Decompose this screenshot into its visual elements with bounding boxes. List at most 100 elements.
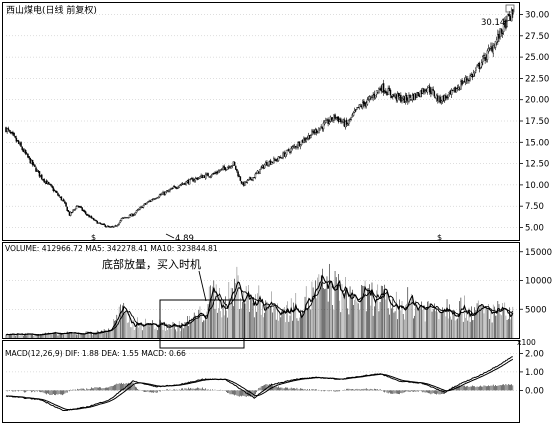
candle-body	[72, 209, 74, 212]
window-control-icon[interactable]	[505, 4, 515, 13]
candle-body	[173, 186, 176, 188]
candle-body	[467, 79, 469, 81]
candle-body	[398, 95, 401, 98]
candle-body	[57, 193, 59, 196]
candle-body	[81, 207, 83, 211]
candle-body	[138, 208, 140, 211]
candle-body	[308, 135, 311, 139]
candle-body	[119, 220, 122, 223]
candle-body	[455, 88, 458, 93]
macd-tick-label: 1.00	[525, 368, 544, 378]
candle-body	[223, 166, 225, 169]
candle-body	[494, 41, 497, 48]
candle-body	[489, 48, 491, 50]
candle-body	[262, 165, 265, 169]
candle-body	[363, 100, 365, 105]
candle-body	[321, 126, 324, 130]
candle-body	[401, 99, 403, 102]
candle-body	[297, 142, 299, 148]
candle-body	[172, 186, 175, 189]
candle-body	[381, 84, 384, 92]
candle-body	[68, 211, 71, 216]
candle-body	[168, 189, 170, 192]
candle-body	[239, 176, 242, 181]
candle-body	[230, 166, 232, 169]
price-tick-label: 22.50	[525, 74, 549, 84]
candle-body	[424, 90, 426, 93]
candle-body	[166, 190, 169, 192]
candle-body	[13, 133, 15, 136]
candle-body	[180, 184, 183, 186]
macd-tick-label: 0.00	[525, 386, 544, 396]
candle-body	[12, 132, 14, 135]
volume-ma10-line	[5, 280, 514, 336]
candle-body	[46, 181, 49, 184]
candle-body	[193, 180, 195, 182]
candle-body	[111, 226, 113, 228]
candle-body	[201, 175, 204, 179]
candle-body	[135, 210, 138, 213]
candle-body	[120, 218, 123, 221]
price-tick-label: 17.50	[525, 117, 549, 127]
candle-body	[185, 181, 187, 186]
candle-body	[437, 96, 439, 101]
candle-body	[274, 159, 276, 161]
macd-dea-line	[5, 358, 514, 411]
candle-body	[417, 92, 419, 96]
candle-body	[335, 117, 337, 120]
candle-body	[303, 138, 305, 144]
candle-body	[171, 188, 174, 190]
candle-body	[241, 182, 244, 185]
candle-body	[441, 95, 444, 102]
candle-body	[208, 176, 210, 178]
candle-body	[101, 223, 103, 225]
candle-body	[106, 225, 109, 228]
candle-body	[149, 200, 152, 202]
candle-body	[404, 95, 407, 102]
candle-body	[499, 28, 501, 37]
candle-body	[84, 211, 87, 214]
candle-body	[266, 161, 268, 166]
candle-body	[318, 128, 320, 134]
candle-body	[432, 89, 434, 91]
candle-body	[507, 13, 509, 16]
candle-body	[67, 210, 70, 213]
candle-body	[452, 89, 454, 91]
candle-body	[510, 9, 513, 22]
volume-bars	[5, 263, 514, 338]
candle-body	[461, 80, 463, 85]
candle-body	[327, 119, 329, 124]
candle-body	[263, 164, 266, 169]
candle-body	[59, 196, 62, 198]
candle-body	[113, 225, 116, 228]
candle-body	[357, 106, 359, 109]
macd-tick-label: 2.00	[525, 349, 544, 359]
candle-body	[198, 177, 200, 179]
candle-body	[471, 74, 474, 78]
candle-body	[275, 159, 277, 162]
candle-body	[450, 90, 453, 95]
candle-body	[139, 207, 141, 210]
candle-body	[480, 62, 483, 67]
candle-body	[99, 222, 102, 225]
candle-body	[470, 74, 473, 77]
candle-body	[151, 199, 154, 201]
candle-body	[19, 143, 21, 145]
candle-body	[88, 215, 90, 218]
volume-panel-frame	[2, 242, 520, 339]
candle-body	[314, 129, 317, 133]
candle-body	[250, 177, 252, 180]
candle-body	[238, 175, 240, 177]
price-tick-label: 12.50	[525, 160, 549, 170]
candle-body	[90, 216, 93, 219]
candle-body	[304, 137, 306, 141]
candle-body	[439, 96, 441, 103]
candle-body	[277, 156, 280, 161]
candle-body	[269, 160, 272, 165]
candle-body	[255, 172, 258, 175]
candle-body	[209, 176, 212, 178]
candle-body	[23, 150, 26, 153]
candle-body	[359, 105, 362, 107]
candle-body	[216, 172, 219, 174]
candle-body	[134, 212, 137, 215]
